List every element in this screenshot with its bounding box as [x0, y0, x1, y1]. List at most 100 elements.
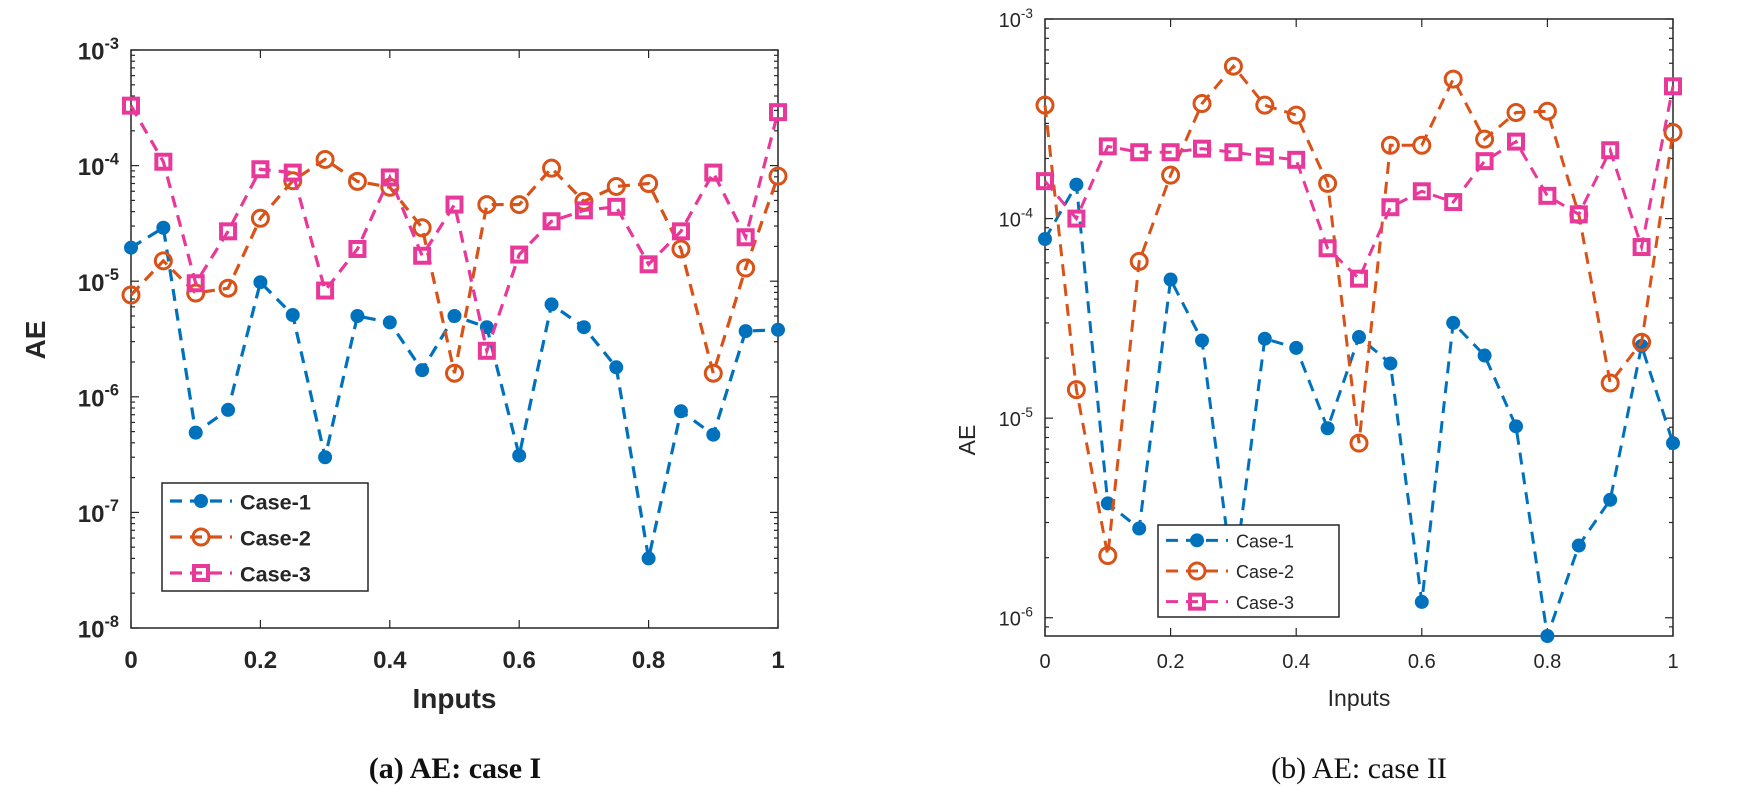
data-point — [1193, 139, 1211, 158]
data-point — [1414, 594, 1429, 609]
legend-label: Case-2 — [240, 526, 311, 551]
data-point — [153, 251, 173, 271]
data-point — [1603, 492, 1618, 507]
data-point — [1098, 546, 1118, 566]
data-point — [1223, 56, 1243, 76]
data-point — [512, 448, 527, 463]
series-case-3 — [1036, 77, 1682, 288]
legend-marker — [1188, 592, 1206, 611]
data-point — [1666, 436, 1680, 451]
data-point — [542, 212, 561, 231]
data-point — [1412, 182, 1431, 201]
data-point — [736, 228, 755, 247]
y-tick-base: 10 — [78, 154, 105, 181]
data-point — [1600, 373, 1620, 393]
data-point — [1067, 209, 1086, 228]
y-tick-label: 10-4 — [999, 206, 1034, 232]
legend-marker — [1187, 561, 1207, 581]
data-point — [771, 322, 785, 337]
series-case-1 — [1038, 177, 1680, 643]
data-point — [671, 222, 690, 241]
y-tick-base: 10 — [999, 10, 1021, 32]
data-point — [1289, 340, 1304, 355]
legend-label: Case-3 — [240, 562, 311, 587]
data-point — [1192, 94, 1212, 114]
x-axis-label: Inputs — [413, 683, 497, 714]
figure-caption: (a) AE: case I — [369, 752, 541, 785]
data-point — [1380, 135, 1400, 155]
data-point — [1161, 165, 1181, 185]
data-point — [1601, 141, 1620, 160]
y-tick-base: 10 — [999, 409, 1021, 431]
data-point — [1132, 521, 1147, 536]
y-tick-base: 10 — [78, 270, 105, 297]
x-tick-label: 0.8 — [632, 647, 665, 674]
chart-case-2: 10-610-510-410-30 0.2 0.4 0.6 0.8 1InputsAE(b… — [954, 6, 1683, 785]
data-point — [609, 360, 624, 375]
data-point — [415, 363, 430, 378]
y-tick-label: 10-5 — [78, 266, 119, 297]
data-point — [1069, 177, 1084, 192]
data-point — [1475, 129, 1495, 149]
legend-marker — [192, 564, 210, 582]
legend-marker — [194, 494, 208, 508]
data-point — [1444, 193, 1463, 212]
data-point — [445, 195, 464, 214]
data-point — [447, 308, 462, 323]
data-point — [574, 201, 593, 220]
data-point — [1632, 332, 1652, 352]
data-point — [639, 255, 658, 274]
data-point — [1412, 135, 1432, 155]
data-point — [380, 168, 399, 187]
data-point — [124, 240, 138, 255]
data-point — [1320, 421, 1335, 436]
data-point — [1446, 315, 1461, 330]
data-point — [641, 551, 656, 566]
y-tick-label: 10-3 — [78, 35, 119, 66]
data-point — [1100, 496, 1115, 511]
legend-label: Case-1 — [240, 490, 311, 515]
y-tick-base: 10 — [78, 617, 105, 644]
legend: Case-1 Case-2 Case-3 — [161, 482, 369, 592]
series-line — [1043, 63, 1675, 556]
data-point — [1507, 132, 1525, 151]
data-point — [1066, 380, 1086, 400]
data-point — [703, 363, 723, 383]
data-point — [639, 174, 659, 194]
data-point — [768, 166, 788, 186]
data-point — [477, 341, 496, 360]
data-point — [283, 163, 302, 182]
x-tick-label: 1 — [771, 647, 784, 674]
series-case-3 — [122, 96, 787, 360]
y-tick-label: 10-6 — [78, 382, 119, 413]
data-point — [542, 158, 562, 178]
data-point — [350, 308, 365, 323]
y-tick-base: 10 — [78, 385, 105, 412]
data-point — [1350, 269, 1368, 288]
legend-label: Case-3 — [1236, 593, 1294, 613]
x-tick-label: 0.2 — [244, 647, 277, 674]
y-tick-exponent: -3 — [104, 35, 119, 53]
data-point — [1664, 77, 1682, 96]
data-point — [1098, 137, 1117, 156]
data-point — [477, 195, 497, 215]
data-point — [1538, 186, 1557, 205]
data-point — [316, 281, 335, 300]
plot-area-box — [130, 49, 779, 629]
legend: Case-1 Case-2 Case-3 — [1157, 524, 1340, 618]
data-point — [1475, 152, 1494, 171]
data-point — [1163, 272, 1178, 287]
y-axis-label: AE — [20, 321, 51, 360]
series-case-2 — [1035, 56, 1683, 566]
data-point — [1286, 105, 1306, 125]
data-point — [413, 246, 432, 265]
legend-marker — [1190, 533, 1204, 548]
data-point — [1287, 150, 1306, 169]
data-point — [1352, 330, 1366, 345]
x-axis-label: Inputs — [1328, 685, 1391, 711]
data-point — [607, 197, 626, 216]
y-tick-label: 10-6 — [999, 605, 1033, 631]
data-point — [509, 195, 529, 215]
series-case-1 — [124, 220, 785, 566]
data-point — [1443, 69, 1463, 89]
